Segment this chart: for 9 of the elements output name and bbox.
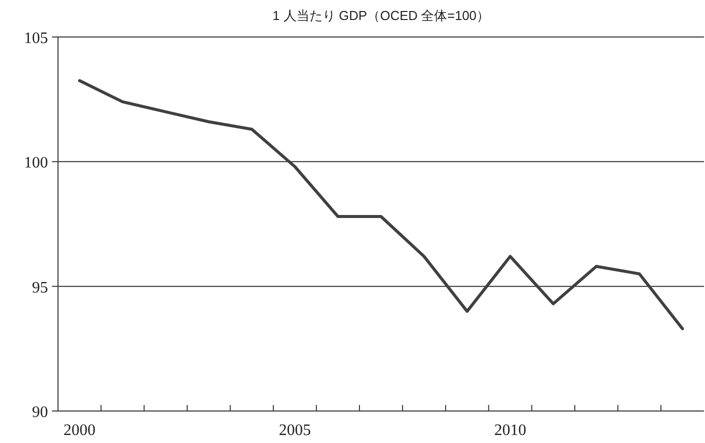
- x-tick-label: 2005: [278, 422, 311, 439]
- y-tick-label: 105: [24, 30, 48, 47]
- chart-title: 1 人当たり GDP（OCED 全体=100）: [272, 8, 490, 23]
- y-tick-label: 95: [32, 279, 48, 296]
- y-tick-label: 100: [24, 154, 48, 172]
- x-tick-label: 2000: [64, 422, 96, 439]
- y-tick-label: 90: [32, 404, 48, 421]
- x-tick-label: 2010: [494, 422, 526, 439]
- line-series: [78, 79, 684, 330]
